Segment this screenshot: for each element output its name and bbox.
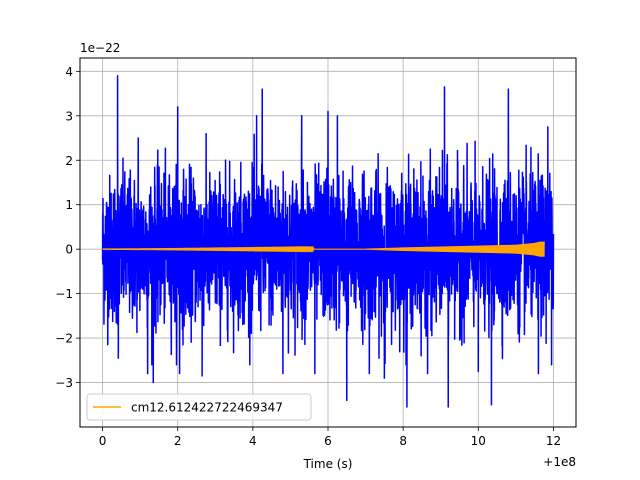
x-tick-label: 0 (99, 434, 107, 448)
y-tick-label: 4 (65, 65, 73, 79)
y-tick-label: 1 (65, 198, 73, 212)
y-tick-label: 2 (65, 154, 73, 168)
x-tick-label: 10 (471, 434, 486, 448)
legend: cm12.612422722469347 (86, 393, 312, 421)
y-tick-label: 0 (65, 243, 73, 257)
legend-label: cm12.612422722469347 (131, 401, 283, 415)
plot-data (101, 75, 555, 408)
x-tick-label: 12 (546, 434, 561, 448)
series-orange-template-line (102, 241, 545, 257)
x-offset-label: +1e8 (543, 455, 576, 469)
series-blue-noise-line (101, 75, 555, 408)
y-scale-label: 1e−22 (80, 41, 120, 55)
x-tick-label: 8 (399, 434, 407, 448)
x-tick-label: 4 (249, 434, 257, 448)
y-tick-label: −2 (55, 332, 73, 346)
y-tick-label: 3 (65, 109, 73, 123)
y-tick-label: −1 (55, 287, 73, 301)
legend-box (86, 393, 312, 421)
x-tick-label: 6 (324, 434, 332, 448)
y-tick-label: −3 (55, 376, 73, 390)
x-tick-label: 2 (174, 434, 182, 448)
x-axis-label: Time (s) (303, 457, 353, 471)
